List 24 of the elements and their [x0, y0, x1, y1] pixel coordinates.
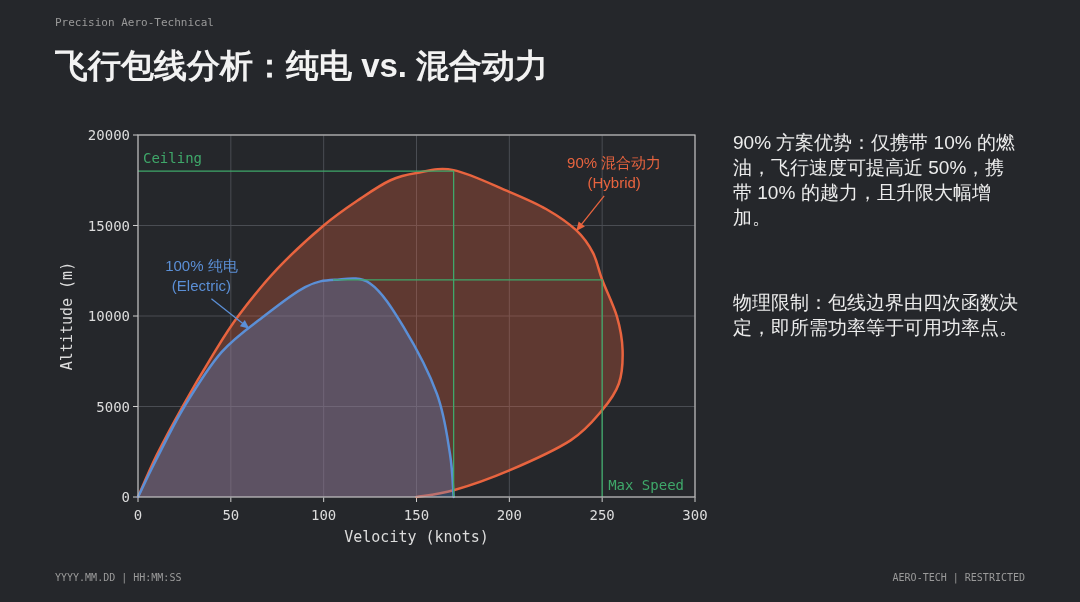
x-tick-label: 50	[222, 507, 240, 523]
x-axis-title: Velocity (knots)	[344, 528, 489, 546]
annotation: 90% 混合动力 (Hybrid)	[567, 153, 662, 191]
y-tick-label: 10000	[87, 308, 130, 324]
text: Precision Aero-Technical	[55, 16, 215, 30]
annotation: 100% 纯电 (Electric)	[165, 256, 238, 294]
x-tick-label: 200	[496, 507, 522, 523]
text: AERO-TECH | RESTRICTED	[891, 572, 1025, 584]
text: 90% 方案优势：仅携带 10% 的燃油，飞行速度可提高近 50%，携带 10% 的越力，且升限大幅增加。	[733, 131, 1016, 231]
annotation: Ceiling	[143, 150, 203, 167]
y-axis-title: Altitude (m)	[58, 261, 76, 371]
y-tick-label: 5000	[96, 398, 130, 415]
annotation: Max Speed	[608, 477, 685, 493]
x-tick-label: 0	[133, 507, 143, 523]
x-tick-label: 150	[403, 507, 430, 523]
y-tick-label: 0	[121, 489, 130, 505]
x-tick-label: 100	[311, 507, 337, 523]
y-tick-label: 15000	[87, 217, 130, 234]
x-tick-label: 300	[682, 507, 708, 523]
x-tick-label: 250	[589, 507, 615, 523]
text: 物理限制：包线边界由四次函数决定，即所需功率等于可用功率点。	[733, 291, 1019, 341]
y-tick-label: 20000	[87, 127, 130, 143]
chart-title: 飞行包线分析：纯电 vs. 混合动力	[55, 46, 549, 86]
text: YYYY.MM.DD | HH:MM:SS	[55, 572, 183, 584]
